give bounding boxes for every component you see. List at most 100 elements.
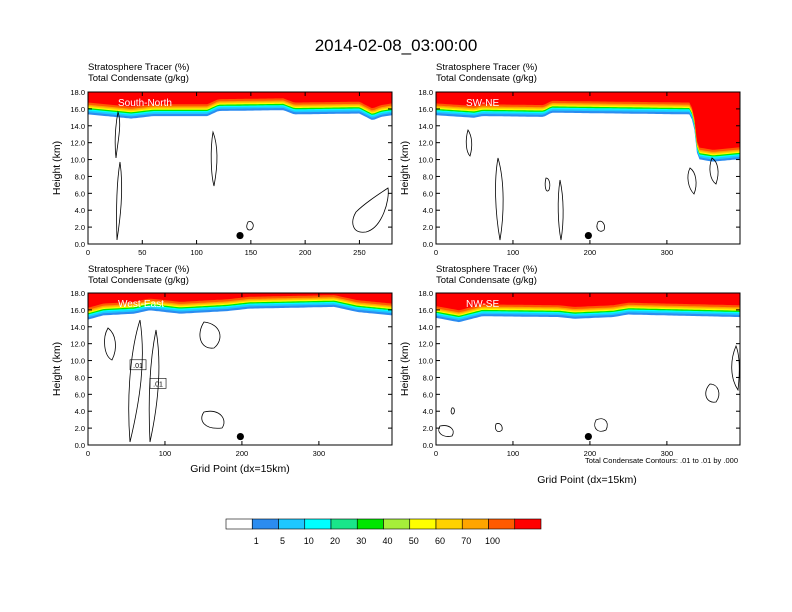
y-axis-label: Height (km): [51, 342, 63, 396]
colorbar-label: 30: [356, 536, 366, 546]
panel-sw-ne: Stratosphere Tracer (%) Total Condensate…: [399, 62, 741, 257]
colorbar-swatch: [356, 518, 384, 530]
y-tick-label: 18.0: [70, 88, 85, 97]
y-tick-label: 2.0: [75, 223, 85, 232]
condensate-contour: [465, 129, 473, 157]
location-marker: [584, 432, 592, 441]
y-tick-label: 4.0: [423, 206, 433, 215]
y-tick-label: 0.0: [423, 240, 433, 249]
location-marker: [236, 231, 244, 240]
colorbar-label: 20: [330, 536, 340, 546]
y-tick-label: 18.0: [70, 289, 85, 298]
condensate-contour: [557, 179, 564, 241]
panel-line2: Total Condensate (g/kg): [88, 73, 189, 84]
y-tick-label: 6.0: [423, 189, 433, 198]
panel-line2: Total Condensate (g/kg): [436, 73, 537, 84]
panel-west-east: Stratosphere Tracer (%) Total Condensate…: [51, 264, 393, 475]
y-tick-label: 14.0: [70, 122, 85, 131]
x-tick-label: 0: [434, 449, 438, 458]
x-tick-label: 100: [507, 248, 520, 257]
plot-frame: [87, 292, 393, 446]
plot-frame: [435, 292, 741, 446]
condensate-contour: [148, 329, 160, 443]
colorbar-swatch: [330, 518, 358, 530]
y-tick-label: 8.0: [423, 373, 433, 382]
y-tick-label: 10.0: [70, 156, 85, 165]
colorbar-swatch: [488, 518, 516, 530]
tracer-field: [436, 293, 740, 323]
y-tick-label: 8.0: [423, 172, 433, 181]
x-tick-label: 0: [434, 248, 438, 257]
tracer-field: [88, 92, 392, 120]
y-tick-label: 16.0: [70, 105, 85, 114]
condensate-contour: [210, 130, 218, 187]
contour-label-box: [129, 359, 147, 371]
condensate-contour: [246, 221, 254, 231]
colorbar-label: 1: [254, 536, 259, 546]
colorbar-swatch: [383, 518, 411, 530]
y-tick-label: 16.0: [418, 306, 433, 315]
x-tick-label: 50: [138, 248, 146, 257]
condensate-contour: [495, 423, 503, 432]
plot-frame: [435, 91, 741, 245]
cross-section-label: West-East: [118, 299, 164, 310]
location-marker: [584, 231, 592, 240]
colorbar-swatch: [461, 518, 489, 530]
x-tick-label: 150: [245, 248, 258, 257]
colorbar-label: 100: [485, 536, 500, 546]
condensate-contour: [596, 220, 605, 232]
condensate-contour: [199, 321, 221, 349]
y-tick-label: 4.0: [423, 407, 433, 416]
condensate-contour: [709, 157, 719, 185]
colorbar-label: 60: [435, 536, 445, 546]
condensate-contour: [438, 425, 454, 437]
colorbar-swatch: [409, 518, 437, 530]
colorbar-label: 10: [304, 536, 314, 546]
condensate-contour: [495, 157, 504, 241]
panel-line1: Stratosphere Tracer (%): [88, 62, 189, 73]
colorbar-label: 40: [382, 536, 392, 546]
y-tick-label: 6.0: [75, 189, 85, 198]
panel-line1: Stratosphere Tracer (%): [436, 62, 537, 73]
panel-nw-se: Stratosphere Tracer (%) Total Condensate…: [399, 264, 741, 486]
contour-label: .01: [133, 363, 143, 370]
x-axis-label: Grid Point (dx=15km): [190, 463, 290, 475]
cross-section-label: SW-NE: [466, 98, 499, 109]
colorbar-swatch: [251, 518, 279, 530]
y-tick-label: 16.0: [418, 105, 433, 114]
y-tick-label: 18.0: [418, 88, 433, 97]
condensate-contour: [594, 418, 608, 432]
y-axis-label: Height (km): [399, 342, 411, 396]
x-tick-label: 250: [353, 248, 366, 257]
y-tick-label: 10.0: [70, 357, 85, 366]
y-tick-label: 6.0: [423, 390, 433, 399]
colorbar-label: 50: [409, 536, 419, 546]
colorbar-swatch: [278, 518, 306, 530]
x-axis-label: Grid Point (dx=15km): [537, 474, 637, 486]
plot-frame: [87, 91, 393, 245]
y-tick-label: 16.0: [70, 306, 85, 315]
figure-title: 2014-02-08_03:00:00: [315, 36, 478, 55]
panel-line1: Stratosphere Tracer (%): [436, 264, 537, 275]
y-tick-label: 12.0: [70, 139, 85, 148]
colorbar-swatch: [304, 518, 332, 530]
cross-section-label: South-North: [118, 98, 172, 109]
condensate-contour: [705, 383, 720, 403]
y-tick-label: 12.0: [418, 340, 433, 349]
tracer-field: [436, 92, 740, 162]
x-tick-label: 0: [86, 449, 90, 458]
condensate-contour: [114, 110, 121, 159]
x-tick-label: 100: [190, 248, 203, 257]
y-tick-label: 0.0: [75, 240, 85, 249]
x-tick-label: 100: [507, 449, 520, 458]
y-tick-label: 6.0: [75, 390, 85, 399]
panel-south-north: Stratosphere Tracer (%) Total Condensate…: [51, 62, 393, 257]
y-tick-label: 14.0: [418, 323, 433, 332]
condensate-contour: [450, 407, 455, 415]
panel-line2: Total Condensate (g/kg): [88, 275, 189, 286]
x-tick-label: 300: [661, 248, 674, 257]
panel-line2: Total Condensate (g/kg): [436, 275, 537, 286]
y-axis-label: Height (km): [51, 141, 63, 195]
y-tick-label: 12.0: [418, 139, 433, 148]
